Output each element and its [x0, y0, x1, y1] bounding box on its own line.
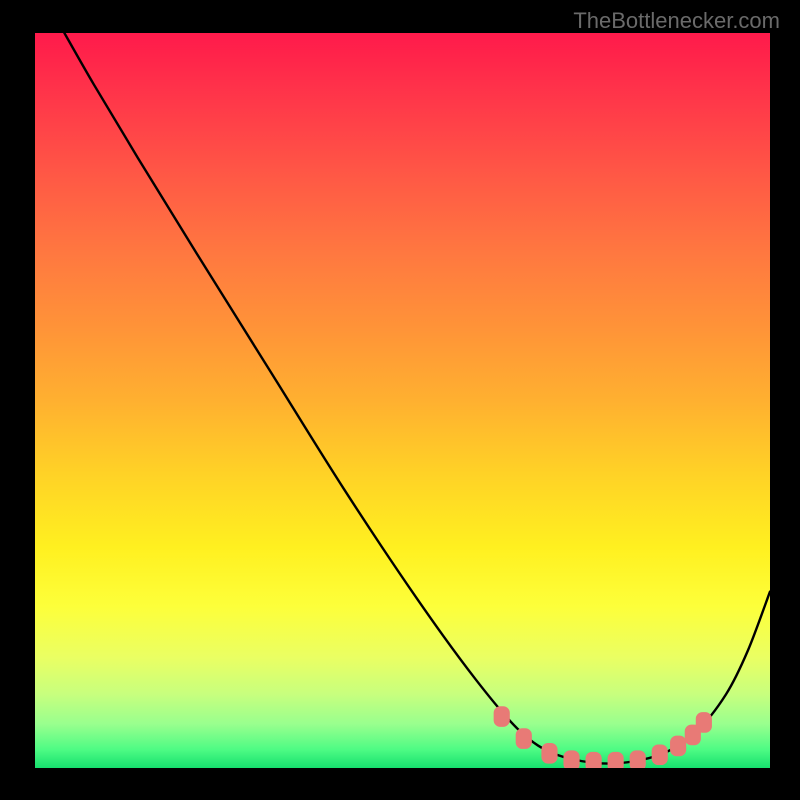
optimal-zone-marker: [586, 752, 602, 768]
plot-area: [35, 33, 770, 768]
optimal-zone-marker: [516, 728, 532, 749]
optimal-zone-marker: [670, 736, 686, 757]
optimal-zone-marker: [630, 750, 646, 768]
optimal-zone-marker: [494, 706, 510, 727]
optimal-zone-marker: [541, 743, 557, 764]
bottleneck-curve: [64, 33, 770, 764]
optimal-zone-marker: [608, 752, 624, 768]
curve-layer: [35, 33, 770, 768]
watermark-text: TheBottlenecker.com: [573, 8, 780, 34]
chart-stage: TheBottlenecker.com: [0, 0, 800, 800]
optimal-zone-marker: [696, 712, 712, 733]
optimal-zone-marker: [563, 750, 579, 768]
optimal-zone-marker: [652, 744, 668, 765]
